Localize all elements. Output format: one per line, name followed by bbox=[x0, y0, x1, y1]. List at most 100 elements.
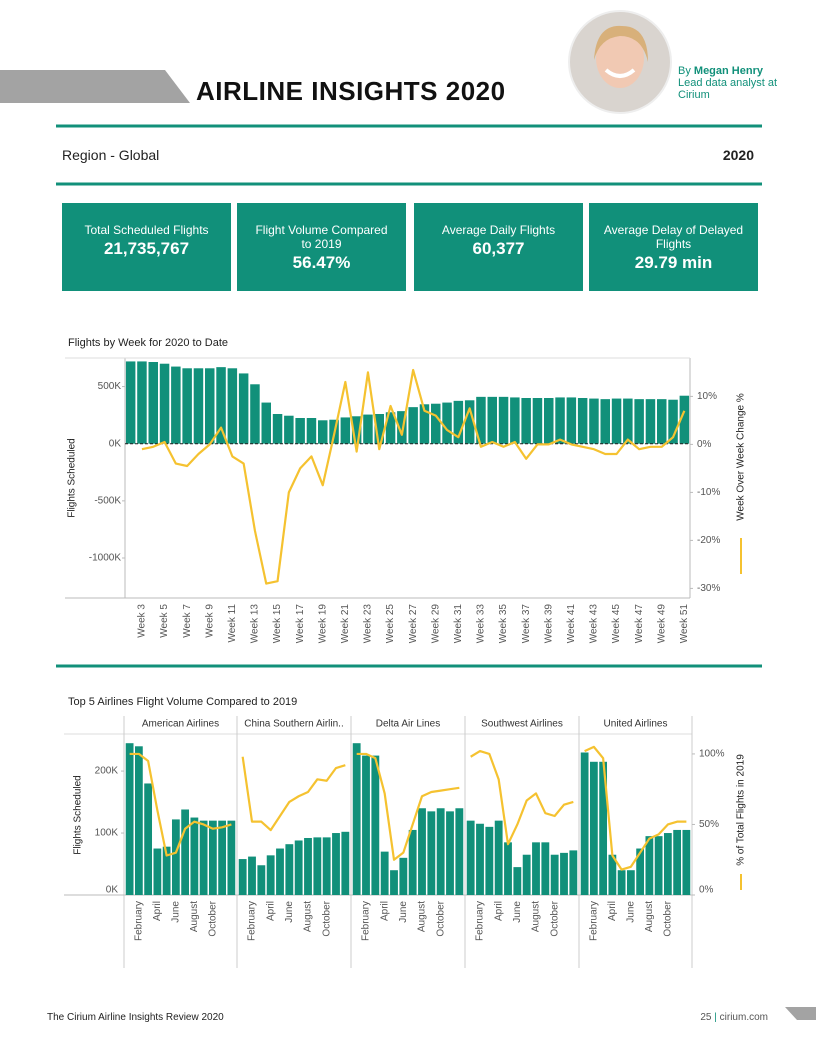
y2-axis-title: % of Total Flights in 2019 bbox=[736, 754, 747, 866]
kpi-label: Average Delay of Delayed Flights bbox=[603, 223, 744, 251]
author-name: Megan Henry bbox=[693, 65, 763, 77]
kpi-card: Average Daily Flights 60,377 bbox=[414, 203, 583, 291]
bar bbox=[636, 848, 645, 895]
bar bbox=[408, 829, 417, 895]
bar bbox=[181, 809, 190, 895]
y2-tick-label: 0% bbox=[699, 885, 714, 896]
x-tick-label: August bbox=[303, 901, 314, 932]
bar bbox=[285, 844, 294, 895]
bar bbox=[374, 414, 384, 444]
panel-title: American Airlines bbox=[142, 719, 219, 730]
bar bbox=[266, 855, 275, 895]
x-tick-label: April bbox=[607, 901, 618, 921]
bar bbox=[466, 820, 475, 895]
x-tick-label: August bbox=[644, 901, 655, 932]
bar bbox=[485, 826, 494, 895]
bar bbox=[504, 842, 512, 895]
bar bbox=[645, 399, 656, 444]
bar bbox=[436, 808, 445, 895]
bar bbox=[284, 415, 294, 444]
bar bbox=[261, 402, 271, 444]
y-tick-label: -500K bbox=[94, 495, 121, 506]
line bbox=[584, 745, 687, 871]
author-role: Lead data analyst at Cirium bbox=[678, 77, 778, 101]
bar bbox=[318, 420, 328, 444]
bar bbox=[276, 848, 284, 895]
x-tick-label: Week 23 bbox=[363, 604, 374, 644]
x-tick-label: Week 21 bbox=[340, 604, 351, 644]
bar bbox=[190, 817, 199, 895]
x-tick-label: August bbox=[531, 901, 542, 932]
y2-tick-label: 100% bbox=[699, 749, 725, 760]
x-tick-label: June bbox=[284, 901, 295, 923]
x-tick-label: Week 25 bbox=[385, 604, 396, 644]
chart-title: Top 5 Airlines Flight Volume Compared to… bbox=[68, 696, 298, 708]
author-hair bbox=[594, 25, 648, 62]
x-tick-label: Week 9 bbox=[204, 604, 215, 638]
x-tick-label: Week 11 bbox=[227, 604, 238, 643]
bar bbox=[560, 852, 568, 895]
bar bbox=[295, 418, 305, 444]
kpi-label: Total Scheduled Flights bbox=[84, 223, 209, 237]
panel-title: United Airlines bbox=[604, 719, 668, 730]
y-axis-title: Flights Scheduled bbox=[73, 775, 84, 855]
y2-tick-label: 50% bbox=[699, 819, 719, 830]
x-tick-label: October bbox=[549, 900, 560, 936]
kpi-card: Total Scheduled Flights 21,735,767 bbox=[62, 203, 231, 291]
kpi-value: 29.79 min bbox=[634, 253, 713, 272]
bar bbox=[397, 411, 407, 444]
bar bbox=[580, 752, 589, 895]
x-tick-label: February bbox=[134, 901, 145, 941]
bar bbox=[521, 398, 531, 444]
footer-band bbox=[785, 1007, 816, 1020]
x-tick-label: October bbox=[321, 900, 332, 936]
panel-title: Southwest Airlines bbox=[481, 719, 563, 730]
x-tick-label: Week 47 bbox=[634, 604, 645, 644]
kpi-card: Average Delay of Delayed Flights 29.79 mi… bbox=[589, 203, 758, 291]
bar bbox=[125, 361, 136, 444]
x-tick-label: June bbox=[171, 901, 182, 923]
bar bbox=[227, 368, 238, 444]
y-tick-label: 100K bbox=[95, 828, 119, 839]
x-tick-label: April bbox=[152, 901, 163, 921]
bar bbox=[679, 395, 690, 444]
bar bbox=[569, 850, 578, 895]
bar bbox=[617, 870, 626, 895]
bar bbox=[134, 746, 143, 895]
bar bbox=[352, 743, 361, 895]
x-tick-label: Week 37 bbox=[521, 604, 532, 644]
kpi-value: 21,735,767 bbox=[103, 239, 190, 258]
bar bbox=[171, 819, 180, 895]
bar bbox=[668, 399, 678, 444]
x-tick-label: Week 49 bbox=[656, 604, 667, 644]
bar bbox=[599, 761, 608, 895]
bar bbox=[341, 831, 350, 895]
bar bbox=[272, 414, 283, 444]
y-axis-title: Flights Scheduled bbox=[67, 438, 78, 518]
kpi-value: 60,377 bbox=[472, 239, 525, 258]
x-tick-label: Week 29 bbox=[430, 604, 441, 644]
bar bbox=[238, 373, 249, 444]
x-tick-label: February bbox=[589, 901, 600, 941]
bar bbox=[171, 366, 181, 444]
bar bbox=[408, 407, 418, 444]
bar bbox=[442, 402, 452, 444]
bar bbox=[663, 833, 672, 895]
bar bbox=[589, 398, 599, 444]
bar bbox=[589, 761, 598, 895]
bar bbox=[419, 404, 430, 444]
x-tick-label: Week 3 bbox=[137, 604, 148, 638]
kpi-label: Flight Volume Compared to 2019 bbox=[255, 223, 388, 251]
x-tick-label: Week 51 bbox=[679, 604, 690, 644]
line bbox=[470, 750, 574, 846]
x-tick-label: Week 17 bbox=[295, 604, 306, 644]
x-tick-label: October bbox=[435, 900, 446, 936]
bar bbox=[199, 820, 208, 895]
bar bbox=[510, 397, 520, 444]
y-tick-label: 500K bbox=[98, 381, 122, 392]
bar bbox=[306, 418, 317, 444]
bar bbox=[227, 820, 236, 895]
bar bbox=[399, 857, 408, 895]
bar bbox=[611, 398, 622, 444]
